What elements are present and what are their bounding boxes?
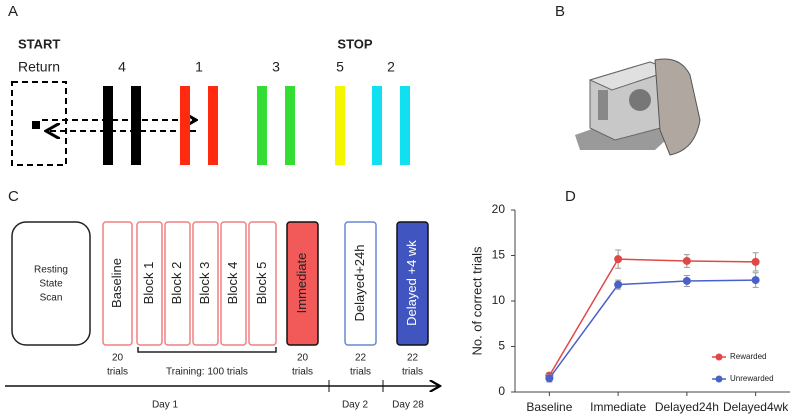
x-tick-label: Baseline — [526, 400, 572, 414]
trials-label: 20 — [297, 353, 309, 364]
protocol-box — [220, 221, 247, 346]
data-point — [614, 255, 623, 264]
y-tick-label: 15 — [492, 248, 506, 262]
protocol-label: Immediate — [294, 253, 309, 314]
target-number: 2 — [387, 59, 395, 75]
y-tick-label: 20 — [492, 202, 506, 216]
trials-label: 22 — [355, 353, 367, 364]
x-tick-label: Delayed4wk — [723, 400, 789, 414]
data-point — [614, 280, 623, 289]
legend-label: Unrewarded — [730, 374, 774, 383]
target-bar — [400, 86, 410, 165]
y-axis-label: No. of correct trials — [469, 246, 484, 356]
target-bar — [372, 86, 382, 165]
x-tick-label: Immediate — [590, 400, 646, 414]
protocol-label: Block 5 — [254, 262, 269, 305]
protocol-label: Delayed+24h — [352, 245, 367, 322]
target-bar — [335, 86, 345, 165]
target-bar — [257, 86, 267, 165]
data-point — [682, 256, 691, 265]
target-bar — [285, 86, 295, 165]
target-number: 5 — [336, 59, 344, 75]
protocol-label: Delayed +4 wk — [404, 240, 419, 326]
protocol-label: Block 1 — [141, 262, 156, 305]
protocol-label: Baseline — [109, 258, 124, 308]
target-bar — [180, 86, 190, 165]
return-label: Return — [18, 59, 60, 75]
y-tick-label: 5 — [498, 339, 505, 353]
rest-text: State — [39, 279, 63, 290]
panel-label: D — [565, 188, 576, 205]
panel-label: C — [8, 188, 19, 205]
target-number: 1 — [195, 59, 203, 75]
data-point — [545, 374, 554, 383]
panel-label: A — [8, 3, 18, 20]
training-label: Training: 100 trials — [166, 367, 248, 378]
protocol-box — [396, 221, 429, 346]
legend-label: Rewarded — [730, 352, 766, 361]
protocol-box — [192, 221, 219, 346]
y-tick-label: 10 — [492, 293, 506, 307]
cursor — [32, 121, 40, 129]
device-photo — [575, 58, 701, 156]
rest-text: Scan — [40, 293, 63, 304]
trials-label: 20 — [112, 353, 124, 364]
trials-label: trials — [402, 367, 423, 378]
stop-label: STOP — [337, 36, 372, 51]
start-box — [11, 81, 67, 166]
protocol-box — [164, 221, 191, 346]
protocol-box — [286, 221, 319, 346]
trials-label: trials — [107, 367, 128, 378]
protocol-box — [344, 221, 377, 346]
trials-label: trials — [292, 367, 313, 378]
trials-label: 22 — [407, 353, 419, 364]
protocol-label: Block 4 — [225, 262, 240, 305]
x-tick-label: Delayed24h — [655, 400, 719, 414]
protocol-label: Block 2 — [169, 262, 184, 305]
trials-label: trials — [350, 367, 371, 378]
legend-marker — [715, 353, 723, 361]
target-bar — [103, 86, 113, 165]
day-label: Day 28 — [392, 400, 424, 411]
target-bar — [208, 86, 218, 165]
training-bracket — [137, 347, 277, 353]
target-bar — [131, 86, 141, 165]
data-point — [751, 257, 760, 266]
rest-text: Resting — [34, 265, 68, 276]
series-line — [548, 279, 756, 379]
data-point — [682, 276, 691, 285]
panel-label: B — [555, 3, 565, 20]
legend-marker — [715, 375, 723, 383]
target-number: 4 — [118, 59, 126, 75]
protocol-box — [136, 221, 163, 346]
target-number: 3 — [272, 59, 280, 75]
rest-box — [11, 221, 91, 346]
day-label: Day 2 — [342, 400, 369, 411]
series-line — [548, 258, 756, 377]
start-label: START — [18, 36, 60, 51]
day-label: Day 1 — [152, 400, 179, 411]
data-point — [751, 276, 760, 285]
y-tick-label: 0 — [498, 384, 505, 398]
protocol-box — [102, 221, 133, 346]
protocol-box — [248, 221, 277, 346]
protocol-label: Block 3 — [197, 262, 212, 305]
